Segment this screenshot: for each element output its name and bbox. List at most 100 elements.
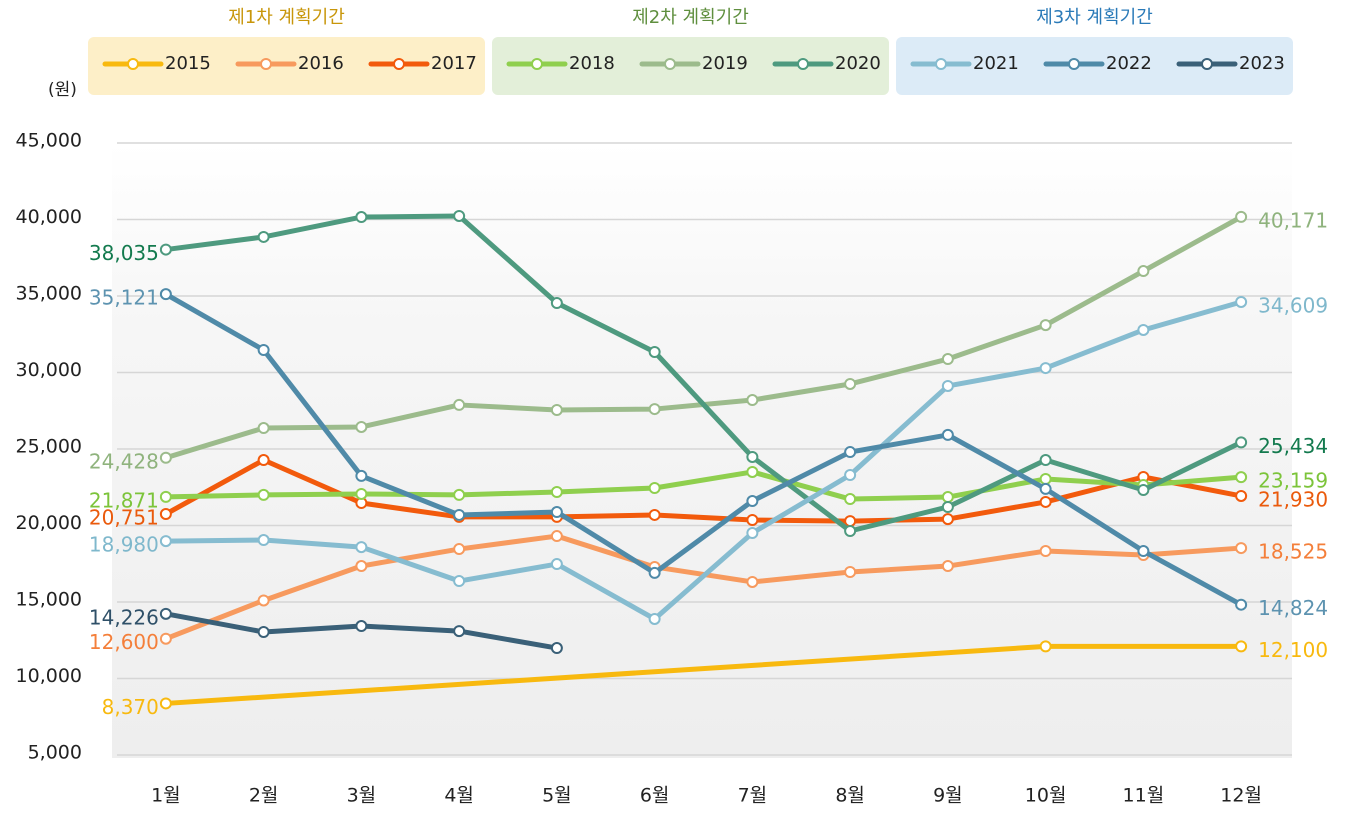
data-label: 20,751 — [89, 506, 159, 530]
legend-label: 2019 — [702, 53, 748, 74]
data-point — [453, 508, 466, 521]
data-label: 40,171 — [1258, 208, 1328, 232]
data-point — [355, 469, 368, 482]
data-point — [941, 428, 954, 441]
legend-marker — [531, 58, 543, 70]
data-label: 34,609 — [1258, 293, 1328, 317]
y-tick-label: 25,000 — [16, 436, 82, 458]
data-point — [941, 353, 954, 366]
series-line — [165, 469, 1242, 502]
data-point — [355, 420, 368, 433]
data-point — [453, 209, 466, 222]
data-label: 18,525 — [1258, 540, 1328, 564]
data-point — [1039, 495, 1052, 508]
data-point — [844, 566, 857, 579]
data-point — [746, 394, 759, 407]
data-point — [550, 642, 563, 655]
legend-marker — [1068, 58, 1080, 70]
y-tick-label: 5,000 — [28, 742, 82, 764]
data-point — [550, 530, 563, 543]
data-point — [844, 493, 857, 506]
data-point — [257, 454, 270, 467]
data-point — [453, 575, 466, 588]
data-point — [550, 558, 563, 571]
data-point — [648, 482, 661, 495]
legend-label: 2015 — [165, 53, 211, 74]
data-point — [355, 487, 368, 500]
data-point — [159, 607, 172, 620]
data-point — [1235, 436, 1248, 449]
data-point — [1039, 472, 1052, 485]
data-point — [648, 508, 661, 521]
x-tick-label: 6월 — [640, 785, 670, 807]
data-point — [355, 620, 368, 633]
data-point — [355, 211, 368, 224]
series-line — [164, 291, 1243, 607]
legend-group-title: 제1차 계획기간 — [228, 7, 345, 28]
legend-marker — [393, 58, 405, 70]
data-point — [1137, 484, 1150, 497]
data-label: 18,980 — [89, 533, 159, 557]
data-point — [355, 560, 368, 573]
y-tick-label: 10,000 — [16, 665, 82, 687]
data-point — [941, 560, 954, 573]
data-point — [257, 625, 270, 638]
data-point — [844, 446, 857, 459]
data-point — [746, 450, 759, 463]
legend-label: 2023 — [1239, 53, 1285, 74]
data-point — [648, 612, 661, 625]
data-point — [746, 495, 759, 508]
legend-marker — [935, 58, 947, 70]
data-label: 38,035 — [89, 241, 159, 265]
x-tick-label: 11월 — [1123, 785, 1165, 807]
data-point — [648, 345, 661, 358]
data-point — [941, 513, 954, 526]
data-point — [550, 403, 563, 416]
data-point — [159, 451, 172, 464]
data-point — [746, 465, 759, 478]
data-label: 14,226 — [89, 605, 159, 629]
legend-label: 2021 — [973, 53, 1019, 74]
plot-background — [112, 143, 1292, 758]
data-point — [1235, 489, 1248, 502]
data-point — [1039, 454, 1052, 467]
x-tick-label: 9월 — [933, 785, 963, 807]
data-label: 14,824 — [1258, 596, 1328, 620]
legend-marker — [664, 58, 676, 70]
x-tick-label: 5월 — [542, 785, 572, 807]
data-point — [159, 288, 172, 301]
data-point — [1235, 471, 1248, 484]
data-point — [1235, 295, 1248, 308]
data-point — [453, 625, 466, 638]
legend-label: 2016 — [298, 53, 344, 74]
data-point — [159, 632, 172, 645]
data-point — [1039, 319, 1052, 332]
data-point — [257, 230, 270, 243]
data-point — [1235, 640, 1248, 653]
legend-label: 2018 — [569, 53, 615, 74]
data-point — [941, 379, 954, 392]
data-label: 12,100 — [1258, 638, 1328, 662]
x-tick-label: 12월 — [1220, 785, 1262, 807]
x-tick-label: 3월 — [347, 785, 377, 807]
legend-group-title: 제3차 계획기간 — [1036, 7, 1153, 28]
data-point — [1235, 210, 1248, 223]
data-point — [1039, 482, 1052, 495]
data-label: 8,370 — [102, 695, 159, 719]
data-point — [1039, 362, 1052, 375]
data-label: 12,600 — [89, 630, 159, 654]
series-line — [165, 299, 1242, 622]
data-point — [746, 526, 759, 539]
data-point — [648, 566, 661, 579]
data-point — [1137, 265, 1150, 278]
data-point — [1235, 542, 1248, 555]
data-point — [844, 525, 857, 538]
data-point — [1137, 545, 1150, 558]
data-point — [257, 344, 270, 357]
data-point — [257, 488, 270, 501]
data-point — [159, 243, 172, 256]
x-tick-label: 2월 — [249, 785, 279, 807]
data-point — [257, 422, 270, 435]
data-label: 23,159 — [1258, 469, 1328, 493]
